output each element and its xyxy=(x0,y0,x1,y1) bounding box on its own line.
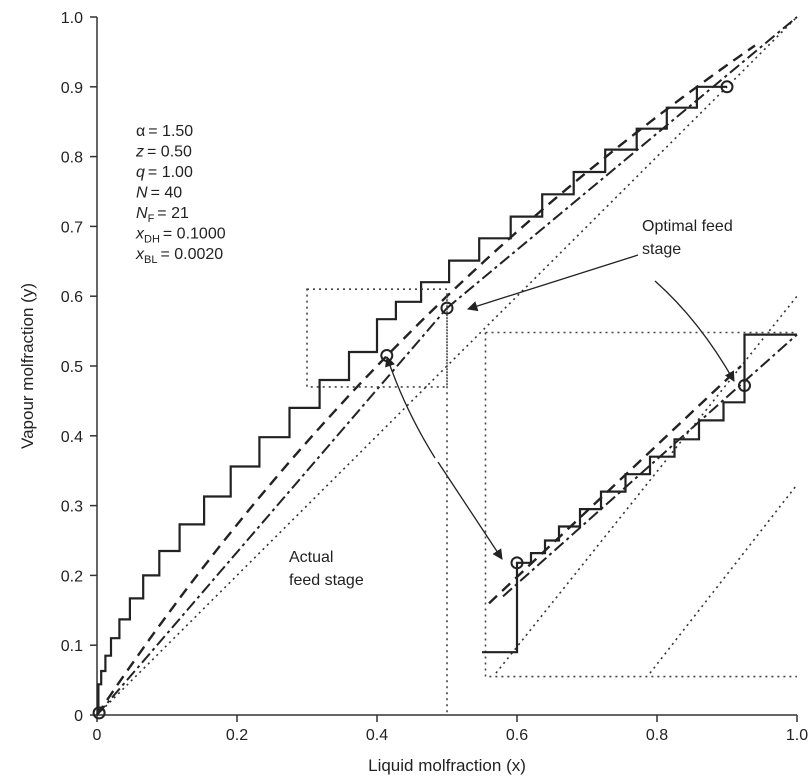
parameter-value: = 1.50 xyxy=(148,123,193,140)
x-tick-label: 1.0 xyxy=(786,727,808,744)
parameter-value: = 40 xyxy=(151,185,183,202)
parameter-line: NF = 21 xyxy=(136,205,189,225)
parameter-subscript: DH xyxy=(144,234,160,246)
parameter-line: q = 1.00 xyxy=(136,164,193,181)
y-tick-label: 0.1 xyxy=(61,638,83,655)
zoom-source-box xyxy=(306,288,448,388)
feed-marker xyxy=(92,706,106,720)
optimal-feed-arrow xyxy=(467,254,639,312)
y-tick-label: 0.4 xyxy=(61,429,83,446)
diagonal-line xyxy=(96,16,798,716)
inset-equilibrium xyxy=(488,365,742,605)
feed-marker xyxy=(720,80,734,94)
parameter-line: z = 0.50 xyxy=(135,144,192,161)
stage-steps xyxy=(97,85,727,713)
tick-group: 0 0.2 0.4 0.6 0.8 1.0 0 0.1 0.2 0.3 0.4 0.5 0.6 0.7 0.… xyxy=(61,10,808,744)
y-tick-label: 0.5 xyxy=(61,359,83,376)
y-tick-label: 1.0 xyxy=(61,10,83,27)
parameter-line: α = 1.50 xyxy=(136,123,193,140)
inset-stage-steps xyxy=(482,333,797,654)
parameter-value: = 0.1000 xyxy=(163,226,226,243)
parameter-subscript: F xyxy=(148,213,155,225)
y-tick-label: 0.7 xyxy=(61,219,83,236)
rectifying-operating-line xyxy=(446,16,798,309)
optimal-feed-label: stage xyxy=(642,241,681,258)
inset-operating-line xyxy=(502,333,798,598)
inset-feed-marker xyxy=(510,556,524,570)
y-tick-label: 0 xyxy=(74,708,83,725)
inset-diagonal-lower xyxy=(649,484,798,674)
y-tick-label: 0.8 xyxy=(61,150,83,167)
parameter-line: xBL = 0.0020 xyxy=(135,246,223,266)
parameter-symbol: z xyxy=(135,144,144,161)
parameter-value: = 21 xyxy=(157,205,189,222)
y-tick-label: 0.2 xyxy=(61,568,83,585)
y-axis-label: Vapour molfraction (y) xyxy=(18,283,37,449)
parameter-line: xDH = 0.1000 xyxy=(135,226,226,246)
parameter-symbol: x xyxy=(135,226,145,243)
x-axis-label: Liquid molfraction (x) xyxy=(368,756,526,775)
inset-diagonal xyxy=(495,295,798,674)
x-tick-label: 0.8 xyxy=(646,727,668,744)
curve-group xyxy=(92,16,798,720)
x-tick-label: 0 xyxy=(93,727,102,744)
parameter-value: = 0.0020 xyxy=(160,246,223,263)
x-tick-label: 0.2 xyxy=(226,727,248,744)
inset-zoom xyxy=(482,295,798,678)
y-tick-label: 0.3 xyxy=(61,499,83,516)
y-tick-label: 0.9 xyxy=(61,80,83,97)
parameter-subscript: BL xyxy=(144,254,157,266)
parameter-symbol: q xyxy=(136,164,145,181)
parameter-symbol: N xyxy=(136,185,148,202)
parameter-value: = 0.50 xyxy=(147,144,192,161)
y-tick-label: 0.6 xyxy=(61,289,83,306)
stripping-operating-line xyxy=(96,307,448,716)
label-group: Liquid molfraction (x) Vapour molfractio… xyxy=(18,283,526,775)
parameter-symbol: x xyxy=(135,246,145,263)
actual-feed-arrow xyxy=(385,356,436,459)
actual-feed-label: feed stage xyxy=(289,572,364,589)
parameter-symbol: N xyxy=(136,205,148,222)
optimal-feed-label: Optimal feed xyxy=(642,218,733,235)
parameter-value: = 1.00 xyxy=(148,164,193,181)
inset-feed-marker xyxy=(738,379,751,393)
optimal-feed-inset-arrow xyxy=(654,280,735,382)
parameter-line: N = 40 xyxy=(136,185,182,202)
inset-frame xyxy=(484,332,797,678)
x-tick-label: 0.6 xyxy=(506,727,528,744)
feed-marker xyxy=(380,349,394,363)
parameter-symbol: α xyxy=(136,123,145,140)
x-tick-label: 0.4 xyxy=(366,727,388,744)
equilibrium-curve xyxy=(96,44,756,716)
actual-feed-inset-arrow xyxy=(437,461,503,560)
actual-feed-label: Actual xyxy=(289,549,333,566)
callout-group: Optimal feed stage Actual feed stage xyxy=(289,218,735,589)
